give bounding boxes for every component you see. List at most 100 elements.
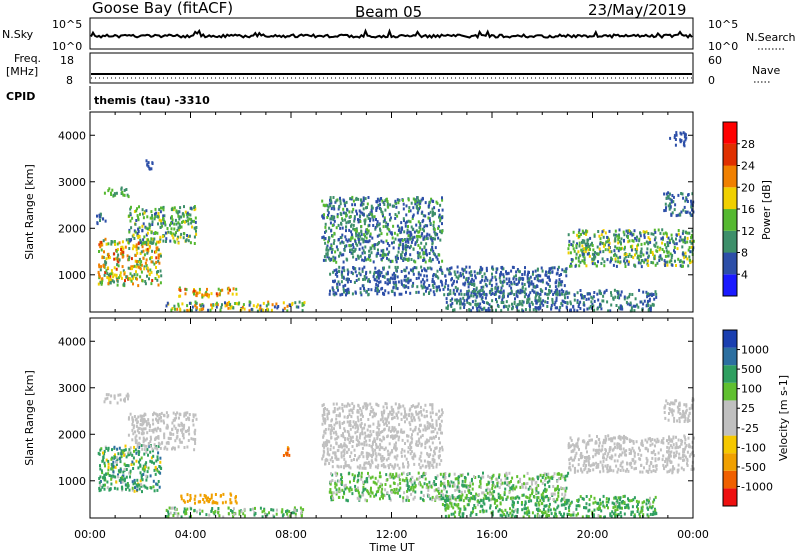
power-cell: [394, 280, 397, 284]
power-cell: [328, 257, 331, 261]
power-cell: [471, 300, 474, 304]
power-cell: [195, 306, 198, 310]
power-cell: [683, 135, 686, 139]
velocity-cell: [420, 413, 423, 417]
velocity-cell: [433, 480, 436, 483]
power-cell: [337, 238, 340, 241]
velocity-cell: [358, 436, 361, 440]
power-cell: [332, 218, 335, 221]
velocity-cell: [190, 507, 193, 511]
power-cell: [636, 248, 638, 252]
velocity-cell: [123, 448, 126, 452]
power-cell: [680, 192, 683, 195]
velocity-cell: [451, 484, 454, 488]
power-cell: [386, 278, 389, 282]
power-cell: [478, 309, 481, 313]
velocity-cell: [197, 500, 200, 504]
power-cell: [563, 269, 566, 273]
velocity-cell: [157, 436, 160, 440]
velocity-cell: [363, 461, 366, 465]
power-cell: [423, 251, 425, 255]
power-cell: [351, 243, 354, 247]
velocity-cell: [192, 413, 195, 417]
power-cell: [481, 300, 484, 304]
power-cell: [523, 291, 526, 295]
power-cell: [576, 301, 579, 305]
power-cell: [406, 245, 409, 248]
power-cell: [442, 287, 445, 291]
velocity-cell: [474, 476, 477, 479]
power-cell: [606, 235, 609, 239]
beam-title: Beam 05: [355, 3, 422, 21]
velocity-cell: [343, 420, 346, 424]
velocity-cell: [498, 486, 501, 489]
power-cell: [416, 238, 419, 242]
power-cell: [404, 253, 406, 257]
velocity-cell: [227, 512, 230, 516]
power-cell: [381, 253, 384, 257]
power-cell: [151, 214, 154, 217]
power-cell: [409, 291, 412, 295]
power-cell: [129, 239, 132, 243]
power-cell: [409, 278, 412, 282]
power-cell: [349, 248, 352, 252]
velocity-cell: [377, 422, 380, 426]
power-cell: [324, 237, 327, 240]
power-cell: [449, 272, 452, 276]
power-cell: [322, 216, 325, 220]
power-cell: [646, 295, 649, 299]
power-cell: [387, 228, 390, 231]
velocity-cell: [121, 487, 124, 491]
velocity-cell: [390, 405, 393, 409]
power-cell: [412, 213, 415, 217]
velocity-cell: [369, 494, 372, 498]
power-colorbar-swatch: [723, 209, 737, 231]
power-cell: [654, 263, 657, 267]
power-cell: [682, 240, 685, 244]
power-cell: [151, 216, 154, 220]
power-cell: [108, 256, 111, 259]
power-cell: [482, 290, 485, 294]
velocity-cell: [413, 452, 416, 456]
power-cell: [430, 267, 433, 271]
power-cell: [490, 278, 493, 282]
velocity-cell: [351, 492, 354, 496]
power-cell: [135, 277, 138, 281]
velocity-cell: [377, 404, 380, 408]
velocity-cell: [159, 446, 162, 450]
power-cell: [162, 214, 165, 218]
velocity-cell: [104, 483, 106, 487]
velocity-cell: [174, 507, 177, 511]
power-cell: [641, 308, 644, 312]
velocity-cell: [109, 401, 112, 405]
power-cell: [578, 241, 581, 245]
velocity-cell: [174, 511, 177, 515]
velocity-cell: [331, 460, 334, 463]
power-cell: [446, 307, 449, 310]
velocity-cell: [528, 477, 531, 481]
velocity-cell: [158, 465, 161, 468]
velocity-cell: [172, 446, 175, 450]
power-cell: [367, 257, 370, 261]
velocity-cell: [372, 453, 375, 457]
velocity-cell: [385, 424, 388, 427]
power-cell: [419, 235, 422, 239]
power-cell: [98, 250, 100, 253]
power-cell: [534, 296, 537, 300]
power-cell: [578, 254, 581, 258]
power-cell: [400, 254, 403, 258]
power-cell: [521, 273, 524, 276]
velocity-cell: [361, 432, 364, 436]
power-cell: [303, 301, 306, 305]
power-cell: [431, 214, 434, 218]
power-cell: [149, 241, 152, 245]
velocity-cell: [135, 451, 138, 455]
power-cell: [491, 272, 493, 276]
velocity-cell: [379, 445, 382, 449]
velocity-cell: [370, 445, 373, 449]
power-cell: [624, 265, 627, 268]
power-cell: [602, 299, 605, 303]
velocity-cell: [125, 468, 128, 471]
velocity-cell: [370, 410, 373, 414]
power-cell: [341, 233, 344, 237]
